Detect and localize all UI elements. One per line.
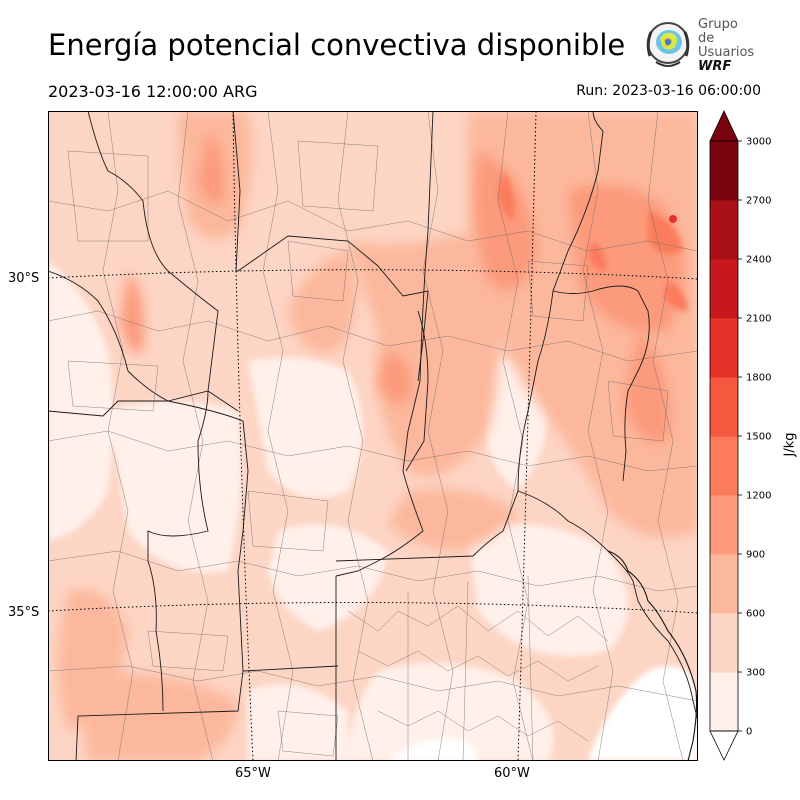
colorbar-tick-label: 2400 — [746, 255, 771, 266]
graticule — [48, 111, 698, 761]
colorbar-tick-label: 1800 — [746, 373, 771, 384]
logo-line-3: WRF — [698, 59, 732, 74]
province-boundaries — [48, 111, 698, 761]
colorbar-tick-label: 300 — [746, 668, 765, 679]
colorbar-swatch — [710, 259, 738, 319]
colorbar-swatch — [710, 141, 738, 201]
cape-map — [48, 111, 698, 761]
department-boundaries — [48, 111, 698, 761]
cape-peak-area — [669, 215, 677, 223]
colorbar-extend-max — [709, 110, 739, 142]
lon-label-65w: 65°W — [235, 766, 271, 781]
logo-line-1: Grupo de — [698, 17, 738, 46]
colorbar-swatch — [710, 318, 738, 378]
valid-time: 2023-03-16 12:00:00 ARG — [48, 82, 258, 101]
colorbar-swatch — [710, 672, 738, 732]
colorbar-tick-label: 1500 — [746, 432, 771, 443]
run-time: Run: 2023-03-16 06:00:00 — [576, 83, 761, 99]
lat-label-35s: 35°S — [8, 605, 40, 620]
colorbar-tick-label: 0 — [746, 727, 752, 738]
colorbar-tick-label: 1200 — [746, 491, 771, 502]
map-title: Energía potencial convectiva disponible — [48, 28, 626, 62]
colorbar-extend-min — [709, 730, 739, 761]
colorbar-tick-label: 3000 — [746, 137, 771, 148]
logo-emblem-icon — [646, 22, 690, 67]
colorbar-tick-label: 900 — [746, 550, 765, 561]
cape-zero-areas — [388, 666, 698, 761]
colorbar-tick-label: 2700 — [746, 196, 771, 207]
colorbar-swatches — [709, 110, 739, 761]
wrf-users-group-logo: Grupo de Usuarios WRF — [638, 16, 758, 74]
colorbar-swatch — [710, 377, 738, 437]
lon-label-60w: 60°W — [494, 766, 530, 781]
colorbar-swatch — [710, 613, 738, 673]
coastline — [607, 550, 698, 761]
colorbar-tick-label: 600 — [746, 609, 765, 620]
colorbar-swatch — [710, 554, 738, 614]
cape-low-areas — [48, 261, 628, 761]
colorbar-swatch — [710, 495, 738, 555]
colorbar-unit-label: J/kg — [782, 432, 798, 457]
map-frame — [48, 111, 698, 761]
lat-label-30s: 30°S — [8, 271, 40, 286]
colorbar-tick-label: 2100 — [746, 314, 771, 325]
colorbar-swatch — [710, 436, 738, 496]
cape-very-high-areas — [498, 171, 688, 311]
logo-line-2: Usuarios — [698, 45, 755, 60]
colorbar-swatch — [710, 200, 738, 260]
